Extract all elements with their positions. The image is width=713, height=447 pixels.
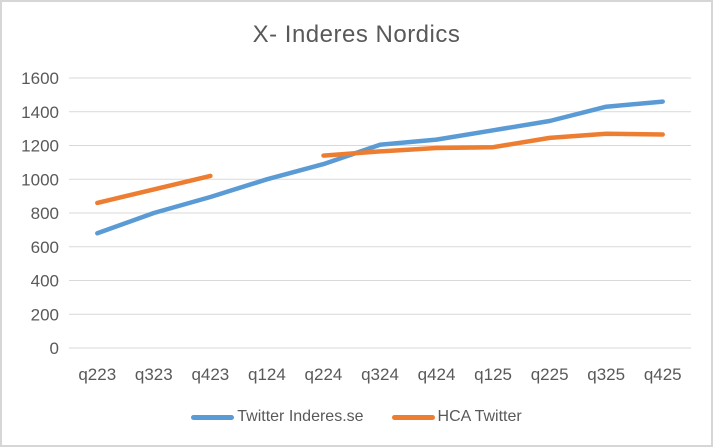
y-axis-tick-label: 1400: [21, 103, 59, 122]
x-axis-tick-label: q223: [78, 365, 116, 384]
x-axis-tick-label: q125: [474, 365, 512, 384]
x-axis-tick-label: q325: [587, 365, 625, 384]
y-axis-tick-label: 800: [31, 204, 59, 223]
chart-title: X- Inderes Nordics: [252, 21, 461, 48]
x-axis-tick-label: q424: [418, 365, 456, 384]
y-axis-tick-label: 200: [31, 305, 59, 324]
legend-item-twitter-inderes-se: Twitter Inderes.se: [191, 408, 364, 426]
x-axis-tick-label: q224: [305, 365, 343, 384]
series-line-hca-twitter: [95, 131, 665, 206]
x-axis-tick-label: q425: [644, 365, 682, 384]
legend-item-hca-twitter: HCA Twitter: [391, 408, 522, 426]
legend-line-swatch-blue: [191, 414, 235, 420]
series-line-twitter-inderes-se: [95, 99, 665, 236]
x-axis-tick-label: q324: [361, 365, 399, 384]
y-axis-tick-label: 1600: [21, 69, 59, 88]
y-axis-tick-label: 400: [31, 272, 59, 291]
x-axis-tick-label: q423: [191, 365, 229, 384]
legend-label-hca-twitter: HCA Twitter: [437, 408, 522, 425]
chart-legend: Twitter Inderes.se HCA Twitter: [2, 408, 711, 426]
legend-line-swatch-orange: [391, 414, 435, 420]
y-axis-tick-label: 1000: [21, 170, 59, 189]
y-axis-tick-label: 0: [50, 339, 59, 358]
legend-label-twitter-inderes-se: Twitter Inderes.se: [237, 408, 364, 425]
y-axis-tick-label: 600: [31, 238, 59, 257]
x-axis-tick-label: q323: [135, 365, 173, 384]
y-axis-tick-label: 1200: [21, 137, 59, 156]
x-axis-tick-label: q225: [531, 365, 569, 384]
x-axis-tick-label: q124: [248, 365, 286, 384]
